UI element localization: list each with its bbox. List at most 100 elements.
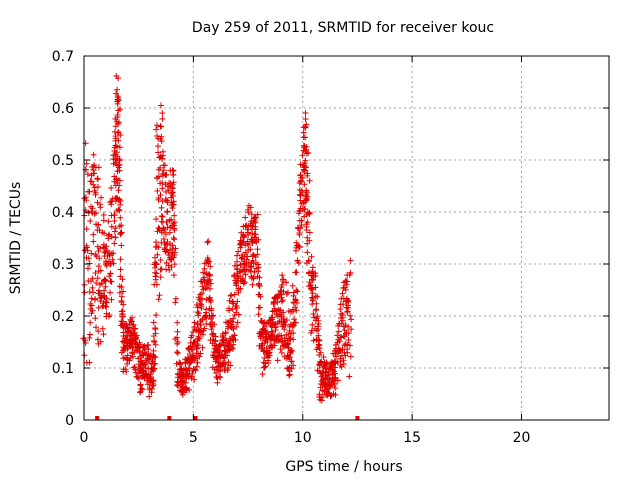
data-point xyxy=(111,218,118,225)
data-point xyxy=(278,294,285,301)
data-point xyxy=(332,385,339,392)
data-point xyxy=(304,172,311,179)
data-point xyxy=(171,249,178,256)
data-point xyxy=(143,350,150,357)
data-point xyxy=(344,272,351,279)
data-point xyxy=(215,343,222,350)
data-point xyxy=(256,282,263,289)
data-point xyxy=(197,350,204,357)
data-point xyxy=(179,391,186,398)
data-point xyxy=(233,258,240,265)
data-point xyxy=(252,214,259,221)
data-point xyxy=(278,349,285,356)
data-point xyxy=(152,264,159,271)
data-point xyxy=(279,281,286,288)
data-point xyxy=(264,329,271,336)
data-point xyxy=(157,192,164,199)
data-point xyxy=(170,198,177,205)
data-point xyxy=(117,106,124,113)
data-point xyxy=(230,315,237,322)
data-point xyxy=(206,285,213,292)
x-tick-label: 20 xyxy=(513,430,531,446)
data-point xyxy=(213,370,220,377)
data-point xyxy=(292,296,299,303)
y-tick-label: 0 xyxy=(65,413,74,429)
data-point xyxy=(175,379,182,386)
data-point xyxy=(134,341,141,348)
data-point xyxy=(302,157,309,164)
data-point xyxy=(95,304,102,311)
data-point xyxy=(245,223,252,230)
data-point xyxy=(174,349,181,356)
data-point xyxy=(118,229,125,236)
data-point xyxy=(307,285,314,292)
data-point xyxy=(285,344,292,351)
data-point xyxy=(241,258,248,265)
data-point xyxy=(86,288,93,295)
data-point xyxy=(90,231,97,238)
data-point xyxy=(312,270,319,277)
data-point xyxy=(104,253,111,260)
data-point xyxy=(247,246,254,253)
data-point xyxy=(83,254,90,261)
data-point xyxy=(157,123,164,130)
data-point xyxy=(158,229,165,236)
data-point xyxy=(207,297,214,304)
data-point xyxy=(276,307,283,314)
data-point xyxy=(95,164,102,171)
data-point xyxy=(250,219,257,226)
data-point xyxy=(326,381,333,388)
data-point xyxy=(282,321,289,328)
data-point xyxy=(188,373,195,380)
data-point xyxy=(259,371,266,378)
data-point xyxy=(159,198,166,205)
data-point xyxy=(80,335,87,342)
chart-title: Day 259 of 2011, SRMTID for receiver kou… xyxy=(192,20,494,36)
data-point xyxy=(155,196,162,203)
data-point xyxy=(289,323,296,330)
data-point xyxy=(169,201,176,208)
data-point xyxy=(159,172,166,179)
data-point xyxy=(114,100,121,107)
data-point xyxy=(303,146,310,153)
data-point xyxy=(288,358,295,365)
data-point xyxy=(152,354,159,361)
data-point xyxy=(91,296,98,303)
data-point xyxy=(224,352,231,359)
data-point xyxy=(346,342,353,349)
data-point xyxy=(119,276,126,283)
data-point xyxy=(164,219,171,226)
data-point xyxy=(245,241,252,248)
data-point xyxy=(162,231,169,238)
data-point xyxy=(245,202,252,209)
data-point xyxy=(100,331,107,338)
data-point xyxy=(158,213,165,220)
y-tick-label: 0.2 xyxy=(52,309,74,325)
data-point xyxy=(203,284,210,291)
data-point xyxy=(154,187,161,194)
data-point xyxy=(88,302,95,309)
data-point xyxy=(193,344,200,351)
data-point xyxy=(114,93,121,100)
data-point xyxy=(116,207,123,214)
data-point xyxy=(317,396,324,403)
data-point xyxy=(228,344,235,351)
data-point xyxy=(160,225,167,232)
data-point xyxy=(294,288,301,295)
data-point xyxy=(205,259,212,266)
data-point xyxy=(318,358,325,365)
data-point xyxy=(302,116,309,123)
data-point xyxy=(135,375,142,382)
data-point xyxy=(97,267,104,274)
data-points xyxy=(80,72,360,420)
data-point xyxy=(170,179,177,186)
data-point xyxy=(137,382,144,389)
data-point xyxy=(151,281,158,288)
data-point xyxy=(337,355,344,362)
data-point xyxy=(196,335,203,342)
data-point xyxy=(87,331,94,338)
data-point xyxy=(86,334,93,341)
data-point xyxy=(347,269,354,276)
data-point xyxy=(171,261,178,268)
data-point xyxy=(207,316,214,323)
